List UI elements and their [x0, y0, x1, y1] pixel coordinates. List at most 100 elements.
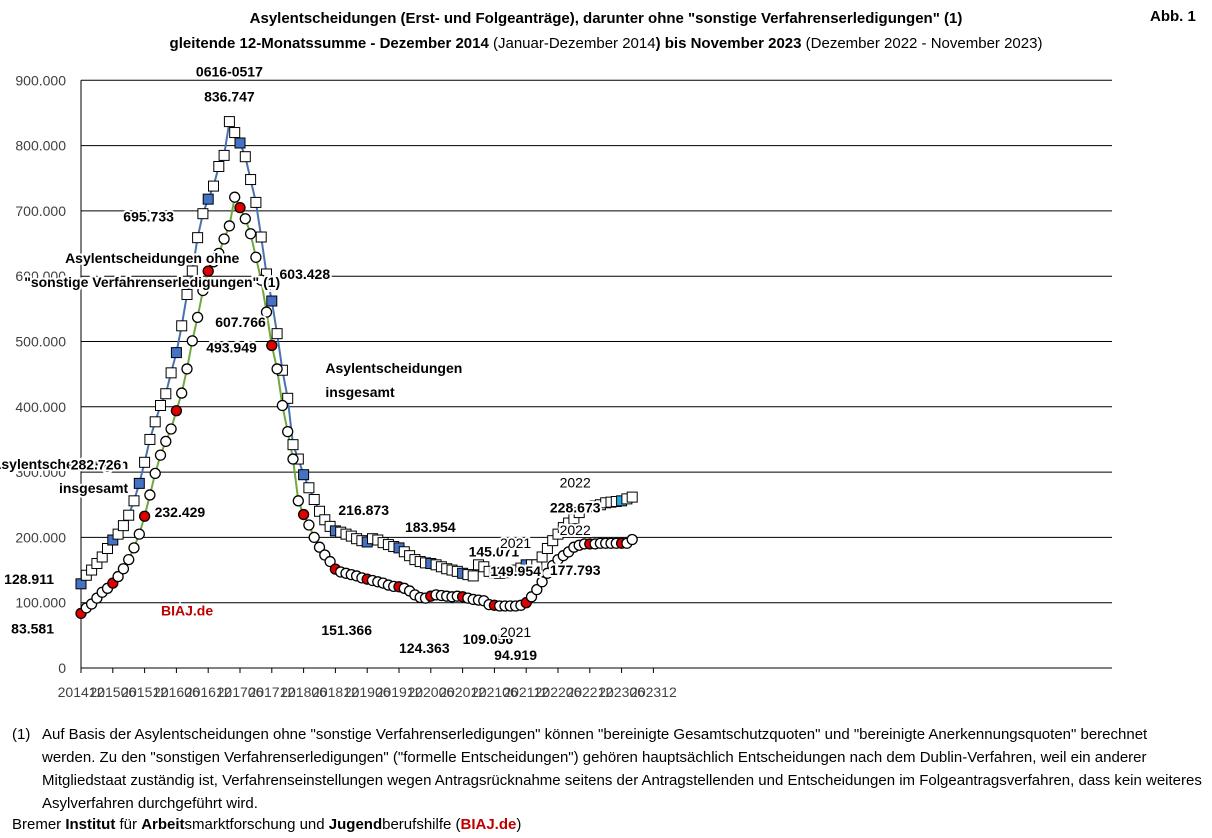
- x-tick-label: 202306: [598, 684, 645, 700]
- x-tick-label: 201712: [248, 684, 295, 700]
- data-point-total: [202, 193, 214, 205]
- y-tick-label: 700.000: [15, 203, 66, 219]
- annotation-label: 183.954: [405, 519, 456, 535]
- y-tick-label: 800.000: [15, 138, 66, 154]
- data-point-total: [250, 196, 262, 208]
- data-point-total: [213, 160, 225, 172]
- y-tick-label: 900.000: [15, 72, 66, 88]
- data-point-total: [208, 180, 219, 192]
- subtitle-part-b: (Januar-Dezember 2014: [488, 35, 656, 52]
- data-point-total: [229, 127, 241, 139]
- annotation-label: 261.704: [665, 60, 716, 63]
- data-point-without: [282, 425, 294, 438]
- x-tick-label: 201612: [185, 684, 232, 700]
- data-point-without: [234, 201, 246, 214]
- data-point-without: [292, 495, 304, 507]
- data-point-without: [144, 489, 156, 501]
- x-tick-label: 202206: [535, 684, 582, 700]
- line-chart: 0 100.000 200.000 300.000 400.000 500.000 600.…: [0, 60, 1112, 700]
- x-tick-label: 202112: [503, 684, 549, 700]
- data-point-total: [287, 439, 299, 451]
- data-point-without: [191, 311, 204, 323]
- annotation-label: 124.363: [399, 640, 450, 656]
- x-tick-label: 202012: [439, 684, 486, 700]
- data-point-total: [303, 482, 315, 494]
- data-point-without: [297, 508, 310, 521]
- annotation-label: 151.366: [321, 622, 372, 638]
- figure-number: Abb. 1: [1150, 8, 1196, 25]
- data-point-without: [202, 265, 214, 277]
- data-point-total: [308, 494, 320, 506]
- credit-w1: Bremer: [12, 816, 66, 833]
- annotation-label: 2022: [560, 475, 591, 491]
- credit-w7: berufshilfe (: [382, 816, 461, 833]
- data-point-without: [239, 213, 251, 225]
- data-point-total: [117, 520, 129, 532]
- annotation-label: 282.726: [71, 456, 122, 472]
- data-point-without: [266, 339, 278, 352]
- x-tick-label: 202212: [566, 684, 613, 700]
- credit-w3: für: [115, 816, 142, 833]
- subtitle-part-a: gleitende 12-Monatssumme - Dezember 2014: [169, 35, 489, 52]
- annotation-label: Asylentscheidungen: [0, 456, 128, 472]
- data-point-without: [324, 555, 336, 568]
- data-point-without: [229, 191, 241, 203]
- data-point-without: [207, 256, 220, 268]
- data-point-without: [149, 467, 161, 480]
- data-point-total: [282, 392, 294, 404]
- data-point-total: [139, 456, 151, 468]
- data-point-without: [197, 284, 209, 297]
- data-point-total: [186, 265, 198, 277]
- annotation-label: 2021: [500, 535, 531, 551]
- data-point-total: [298, 469, 310, 481]
- credit-w8: BIAJ.de: [460, 816, 517, 833]
- data-point-without: [303, 519, 315, 531]
- x-tick-label: 201606: [153, 684, 200, 700]
- y-tick-label: 500.000: [15, 334, 66, 350]
- data-point-without: [536, 576, 548, 588]
- x-tick-label: 201806: [280, 684, 327, 700]
- annotation-label: 2022: [560, 522, 591, 538]
- data-point-without: [313, 541, 326, 553]
- annotation-label: BIAJ.de: [161, 602, 213, 618]
- annotation-label: 145.071: [469, 543, 520, 559]
- annotation-label: Asylentscheidungen ohne: [65, 250, 239, 266]
- annotation-label: 128.911: [4, 571, 54, 587]
- annotation-label: 603.428: [280, 266, 331, 282]
- data-point-total: [255, 231, 267, 243]
- data-point-without: [112, 570, 124, 583]
- data-point-total: [176, 320, 188, 332]
- data-point-without: [255, 274, 267, 286]
- annotation-label: 2021: [500, 624, 531, 640]
- x-tick-label: 201512: [121, 684, 168, 700]
- x-tick-label: 201912: [376, 684, 423, 700]
- annotation-label: 836.747: [204, 89, 255, 105]
- credit-w5: smarktforschung und: [184, 816, 329, 833]
- data-point-total: [181, 288, 193, 300]
- chart-subtitle: gleitende 12-Monatssumme - Dezember 2014…: [0, 33, 1212, 55]
- annotation-label: 1222-1123: [665, 60, 731, 63]
- data-point-total: [626, 491, 638, 503]
- chart-title: Asylentscheidungen (Erst- und Folgeanträ…: [249, 10, 963, 27]
- data-point-total: [266, 295, 278, 307]
- footnote-number: (1): [12, 726, 31, 743]
- data-point-without: [213, 247, 225, 259]
- subtitle-part-c: ) bis November 2023: [655, 35, 802, 52]
- data-point-total: [218, 149, 230, 161]
- data-point-without: [250, 251, 262, 263]
- data-point-without: [176, 387, 188, 399]
- y-tick-label: 600.000: [15, 268, 66, 284]
- data-point-without: [133, 528, 145, 540]
- y-tick-label: 300.000: [15, 464, 66, 480]
- annotation-label: 109.056: [463, 631, 514, 647]
- subtitle-part-d: (Dezember 2022 - November 2023): [801, 35, 1043, 52]
- data-point-total: [467, 570, 479, 582]
- credit-w9: ): [516, 816, 522, 833]
- x-tick-label: 201506: [89, 684, 136, 700]
- data-point-without: [154, 449, 167, 461]
- data-point-without: [218, 233, 230, 245]
- annotation-label: 228.673: [550, 500, 601, 516]
- annotation-label: Asylentscheidungen: [325, 360, 462, 376]
- data-point-without: [117, 563, 130, 575]
- footnote-text: Auf Basis der Asylentscheidungen ohne "s…: [42, 726, 1202, 812]
